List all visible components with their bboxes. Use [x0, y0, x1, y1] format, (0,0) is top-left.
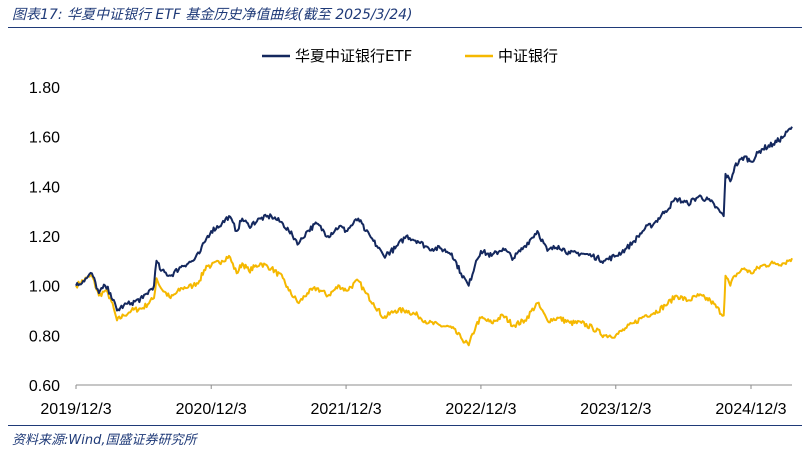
x-tick-label: 2019/12/3 — [40, 401, 111, 418]
x-tick-label: 2022/12/3 — [445, 401, 516, 418]
legend-label-etf: 华夏中证银行ETF — [295, 47, 412, 65]
x-tick-label: 2021/12/3 — [310, 401, 381, 418]
y-axis: 0.60 0.80 1.00 1.20 1.40 1.60 1.80 — [29, 80, 60, 395]
bottom-rule — [8, 425, 802, 426]
series-line-index — [75, 254, 793, 347]
y-tick-label: 0.80 — [29, 328, 60, 345]
legend-label-index: 中证银行 — [498, 47, 558, 65]
source-note: 资料来源:Wind,国盛证券研究所 — [12, 433, 197, 448]
y-tick-label: 1.60 — [29, 130, 60, 147]
x-tick-label: 2024/12/3 — [715, 401, 786, 418]
top-rule — [8, 27, 802, 28]
y-tick-label: 1.80 — [29, 80, 60, 97]
figure-title: 图表17: 华夏中证银行 ETF 基金历史净值曲线(截至 2025/3/24) — [12, 7, 413, 23]
x-tick-label: 2023/12/3 — [580, 401, 651, 418]
series-layer — [75, 126, 793, 347]
y-tick-label: 0.60 — [29, 378, 60, 395]
x-axis: 2019/12/3 2020/12/3 2021/12/3 2022/12/3 2023… — [40, 385, 787, 418]
series-line-etf — [75, 126, 793, 312]
y-tick-label: 1.40 — [29, 179, 60, 196]
y-tick-label: 1.20 — [29, 229, 60, 246]
x-tick-label: 2020/12/3 — [176, 401, 247, 418]
y-tick-label: 1.00 — [29, 279, 60, 296]
legend: 华夏中证银行ETF 中证银行 — [262, 47, 558, 65]
